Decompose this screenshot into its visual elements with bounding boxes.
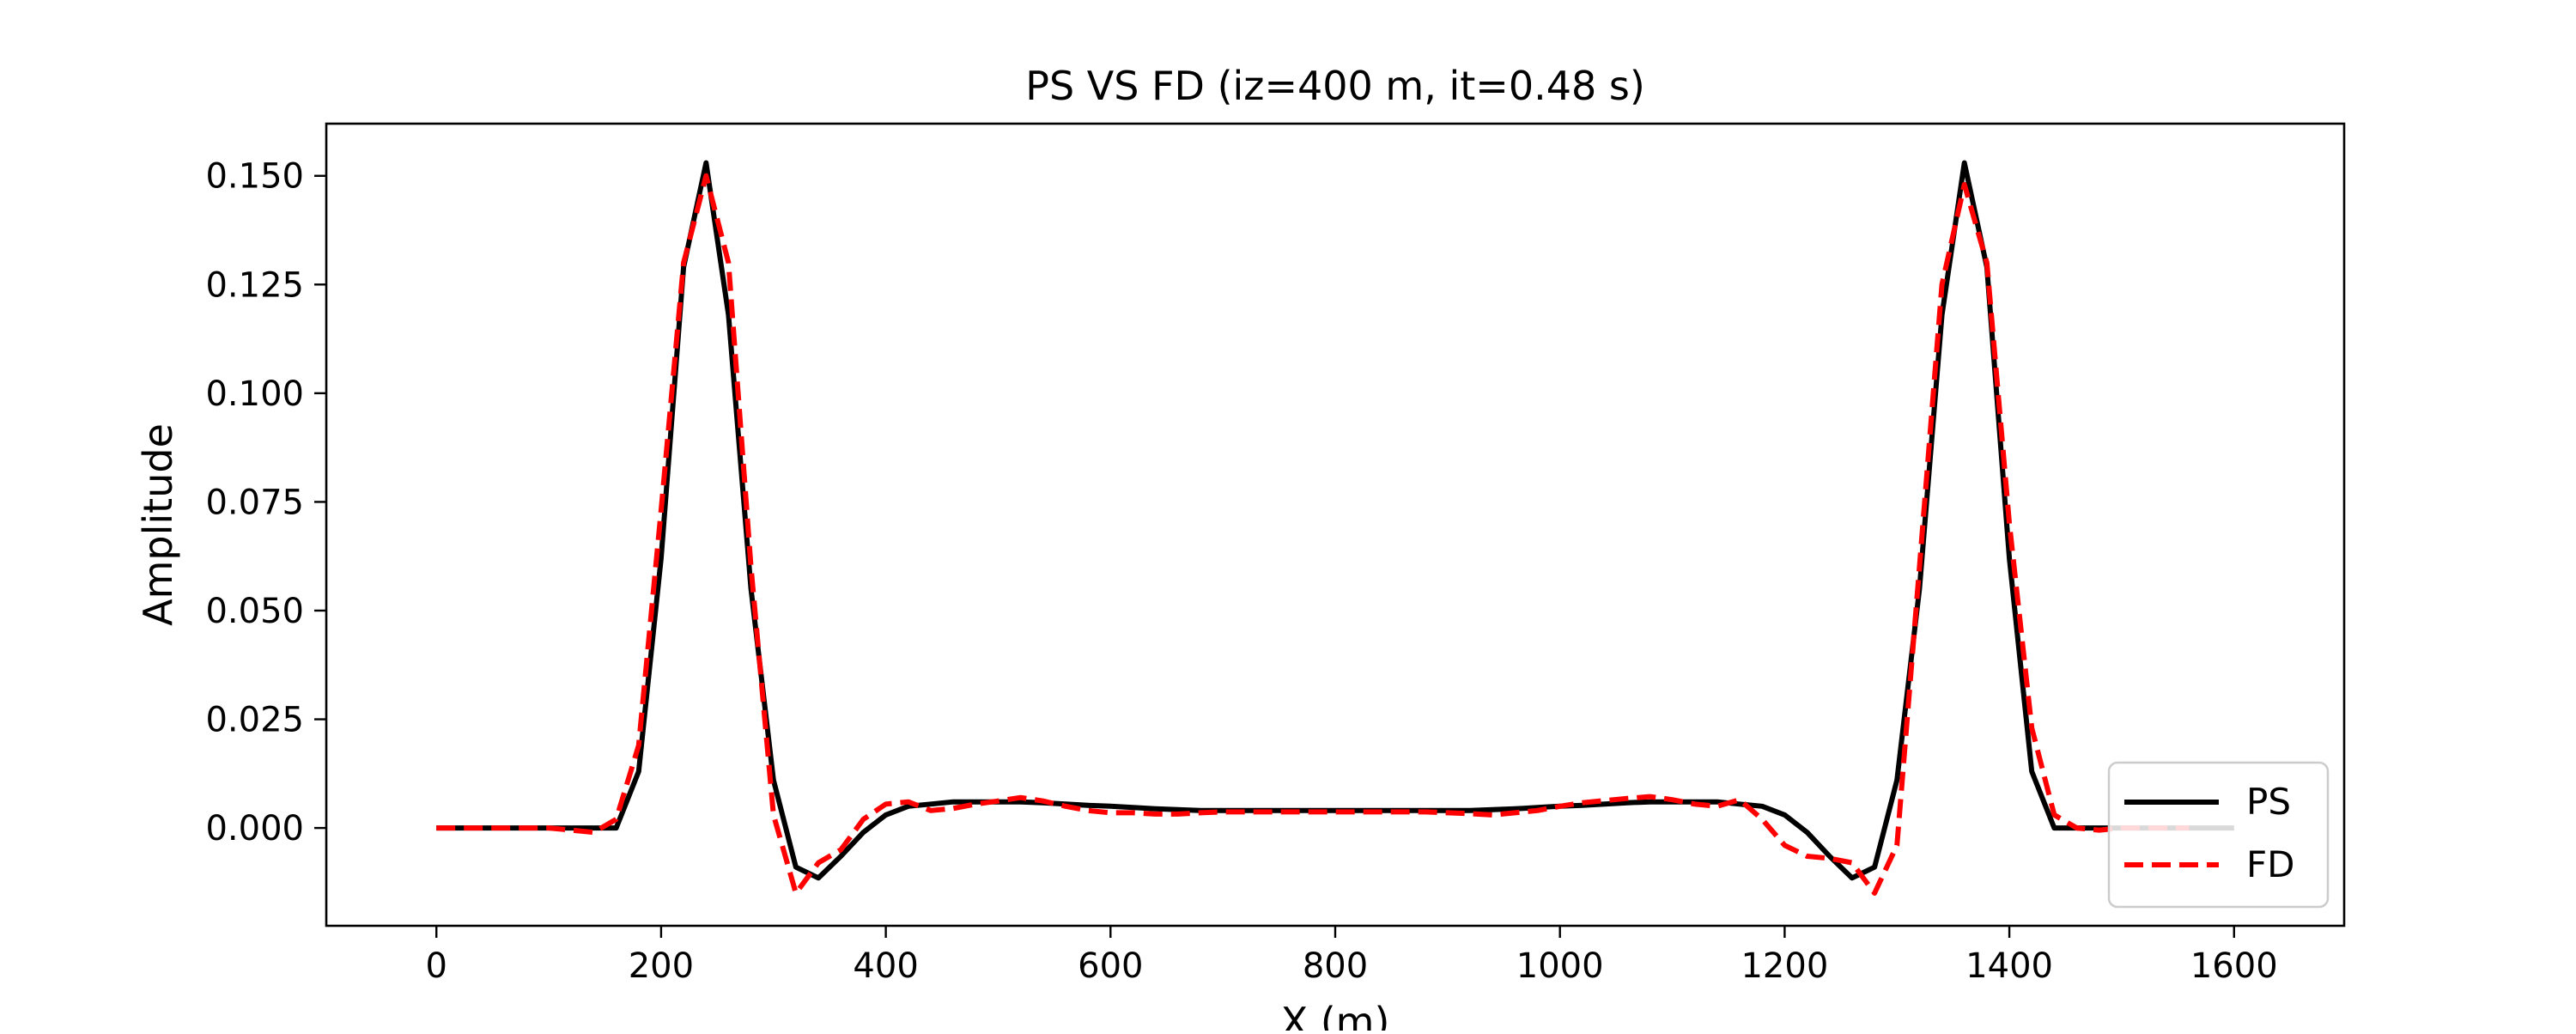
x-tick-label: 0 bbox=[426, 946, 447, 986]
y-tick-label: 0.150 bbox=[205, 157, 304, 197]
y-tick-label: 0.025 bbox=[205, 701, 304, 740]
x-axis-label: X (m) bbox=[1281, 999, 1390, 1031]
y-tick-label: 0.125 bbox=[205, 265, 304, 305]
x-tick-label: 1200 bbox=[1741, 946, 1828, 986]
legend-label-fd: FD bbox=[2246, 843, 2295, 885]
x-tick-label: 400 bbox=[853, 946, 918, 986]
chart-title: PS VS FD (iz=400 m, it=0.48 s) bbox=[1025, 63, 1645, 109]
y-tick-label: 0.000 bbox=[205, 809, 304, 848]
y-tick-label: 0.050 bbox=[205, 592, 304, 631]
legend-label-ps: PS bbox=[2246, 781, 2291, 823]
series-layer bbox=[436, 160, 2234, 896]
x-tick-label: 800 bbox=[1303, 946, 1368, 986]
series-line-fd bbox=[436, 173, 2190, 896]
x-axis: 0 200 400 600 800 1000 1200 1400 1600 bbox=[426, 926, 2278, 986]
y-tick-label: 0.075 bbox=[205, 483, 304, 522]
legend: PS FD bbox=[2107, 761, 2330, 909]
y-axis-label: Amplitude bbox=[135, 423, 181, 626]
x-tick-label: 600 bbox=[1078, 946, 1143, 986]
x-tick-label: 200 bbox=[629, 946, 694, 986]
y-tick-label: 0.100 bbox=[205, 374, 304, 414]
x-tick-label: 1400 bbox=[1965, 946, 2053, 986]
legend-box bbox=[2107, 761, 2330, 909]
x-tick-label: 1600 bbox=[2190, 946, 2278, 986]
x-tick-label: 1000 bbox=[1516, 946, 1604, 986]
y-axis: 0.000 0.025 0.050 0.075 0.100 0.125 0.150 bbox=[205, 157, 326, 848]
